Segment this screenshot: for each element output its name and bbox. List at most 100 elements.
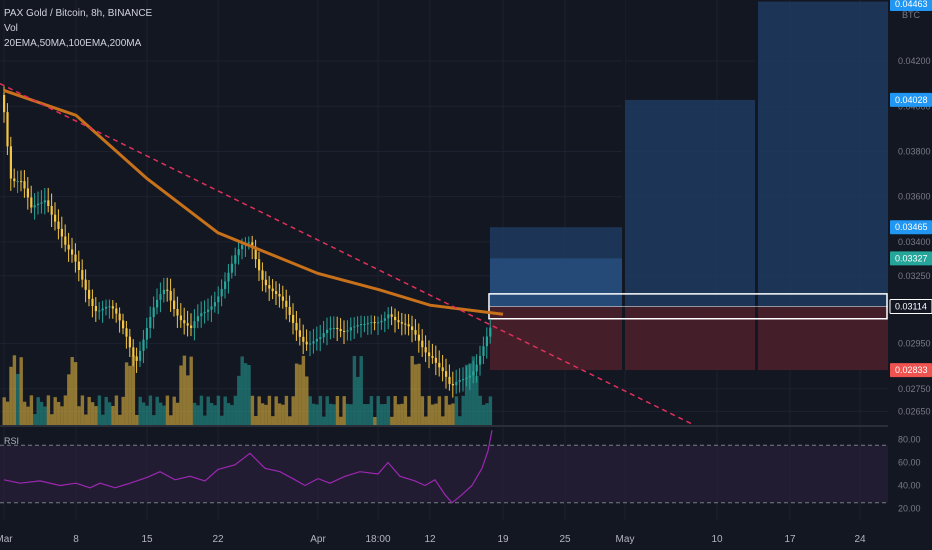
volume-bar bbox=[162, 405, 166, 425]
price-badge-label: 0.04028 bbox=[895, 95, 928, 105]
candle-body bbox=[166, 289, 169, 291]
vol-indicator-label[interactable]: Vol bbox=[4, 23, 18, 34]
candle-body bbox=[373, 322, 376, 324]
volume-bar bbox=[216, 395, 221, 425]
ma-indicator-label[interactable]: 20EMA,50MA,100EMA,200MA bbox=[4, 38, 142, 49]
candle-body bbox=[23, 181, 26, 189]
candle-body bbox=[230, 263, 233, 273]
candle-body bbox=[142, 339, 145, 351]
candle-body bbox=[312, 341, 315, 344]
time-tick-label: 18:00 bbox=[365, 534, 390, 545]
candle-body bbox=[98, 310, 101, 312]
candle-body bbox=[203, 311, 206, 314]
volume-bar bbox=[39, 401, 44, 425]
price-badge-stop: 0.02833 bbox=[890, 363, 932, 378]
candle-body bbox=[309, 343, 312, 345]
volume-bar bbox=[305, 376, 309, 425]
rsi-tick-label: 80.00 bbox=[898, 435, 921, 445]
candle-body bbox=[139, 350, 142, 361]
price-badge-target-1: 0.03465 bbox=[890, 220, 932, 235]
candle-body bbox=[295, 322, 298, 331]
target-zone-3 bbox=[758, 1, 888, 307]
candle-body bbox=[292, 314, 295, 323]
price-tick-label: 0.02650 bbox=[898, 406, 931, 416]
candle-body bbox=[50, 205, 53, 215]
candle-body bbox=[33, 205, 36, 208]
candle-body bbox=[156, 299, 159, 308]
candle-body bbox=[234, 255, 237, 264]
candle-body bbox=[428, 352, 431, 357]
volume-bar bbox=[124, 362, 129, 425]
price-badge-bg bbox=[890, 92, 932, 107]
candle-body bbox=[315, 338, 318, 342]
stop-zone bbox=[490, 306, 888, 371]
candle-body bbox=[383, 318, 386, 321]
candle-body bbox=[227, 272, 230, 282]
time-axis[interactable]: Mar 8 15 22 Apr 18:00 12 19 25 May 10 17 24 bbox=[0, 534, 866, 545]
time-tick-label: 24 bbox=[854, 534, 866, 545]
candle-body bbox=[173, 300, 176, 309]
candle-body bbox=[54, 214, 57, 222]
currency-label: BTC bbox=[902, 10, 921, 20]
time-tick-label: 10 bbox=[711, 534, 723, 545]
candle-body bbox=[159, 294, 162, 300]
volume-bar bbox=[386, 396, 391, 425]
candle-body bbox=[125, 328, 128, 337]
candle-body bbox=[356, 325, 359, 327]
symbol-title[interactable]: PAX Gold / Bitcoin, 8h, BINANCE bbox=[4, 8, 153, 19]
price-axis[interactable]: 0.042000.040000.038000.036000.034000.032… bbox=[888, 0, 932, 550]
candle-body bbox=[462, 379, 465, 381]
volume-bar bbox=[332, 404, 336, 425]
volume-bar bbox=[209, 402, 214, 425]
candle-body bbox=[278, 293, 281, 297]
price-tick-label: 0.04200 bbox=[898, 56, 931, 66]
volume-bar bbox=[101, 414, 105, 425]
volume-bar bbox=[468, 363, 472, 425]
candle-body bbox=[322, 333, 325, 338]
volume-bar bbox=[267, 395, 272, 425]
price-badge-bg bbox=[890, 0, 932, 11]
candle-body bbox=[448, 376, 451, 384]
candle-body bbox=[465, 377, 468, 380]
volume-bar bbox=[22, 401, 27, 425]
candle-body bbox=[421, 340, 424, 348]
price-tick-label: 0.03250 bbox=[898, 271, 931, 281]
volume-bar bbox=[281, 404, 285, 425]
volume-bar bbox=[478, 395, 482, 425]
volume-bar bbox=[196, 405, 200, 425]
volume-bar bbox=[155, 396, 159, 425]
price-badge-bg bbox=[890, 251, 932, 266]
volume-bar bbox=[5, 401, 10, 425]
candle-body bbox=[118, 313, 121, 321]
volume-bar bbox=[322, 416, 326, 425]
volume-bar bbox=[53, 397, 57, 425]
candle-body bbox=[101, 308, 104, 311]
time-tick-label: May bbox=[616, 534, 635, 545]
candle-body bbox=[30, 197, 33, 208]
candle-body bbox=[77, 261, 80, 271]
volume-bar bbox=[80, 395, 85, 425]
candle-body bbox=[241, 245, 244, 250]
volume-bar bbox=[294, 363, 299, 425]
volume-bar bbox=[444, 395, 448, 425]
rsi-line bbox=[3, 430, 493, 504]
price-tick-label: 0.02950 bbox=[898, 339, 931, 349]
volume-bar bbox=[430, 404, 435, 425]
candle-body bbox=[84, 279, 87, 290]
rsi-tick-label: 20.00 bbox=[898, 504, 921, 514]
volume-bar bbox=[36, 397, 40, 425]
rsi-indicator-label[interactable]: RSI bbox=[4, 436, 20, 446]
candle-body bbox=[64, 236, 67, 245]
volume-bar bbox=[441, 416, 445, 425]
candle-body bbox=[332, 327, 335, 329]
price-badge-last-price: 0.03327 bbox=[890, 251, 932, 266]
volume-bar bbox=[369, 396, 374, 425]
candle-body bbox=[237, 249, 240, 256]
candle-body bbox=[411, 326, 414, 331]
volume-bar bbox=[148, 395, 153, 425]
volume-bar bbox=[19, 357, 23, 425]
trendline[interactable] bbox=[0, 82, 693, 425]
price-tick-label: 0.03800 bbox=[898, 146, 931, 156]
price-badge-entry: 0.03114 bbox=[889, 299, 932, 315]
